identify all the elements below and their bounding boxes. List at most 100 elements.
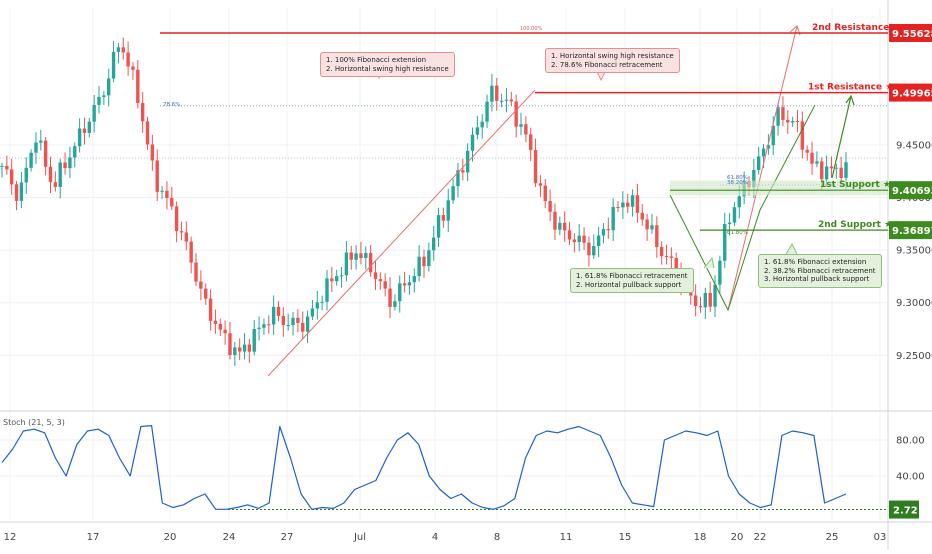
- arrow-head: [845, 94, 855, 106]
- candle-body: [407, 282, 412, 286]
- note-line: 2. 38.2% Fibonacci retracement: [764, 266, 876, 275]
- candle-body: [470, 134, 475, 151]
- candle-body: [87, 121, 92, 133]
- candle-body: [237, 347, 242, 352]
- candle-body: [121, 47, 125, 53]
- candle-body: [368, 252, 373, 273]
- candle-body: [495, 85, 499, 101]
- candle-body: [310, 308, 315, 317]
- candle-body: [364, 252, 368, 258]
- fib-label: 78.6%: [163, 102, 180, 108]
- candle-body: [655, 225, 659, 247]
- note-resistance-2: 1. 100% Fibonacci extension 2. Horizonta…: [320, 52, 455, 77]
- candle-body: [703, 292, 708, 308]
- candle-body: [776, 107, 780, 126]
- candle-body: [199, 281, 203, 289]
- time-tick-label: 11: [560, 532, 573, 543]
- candle-body: [165, 190, 169, 199]
- candle-body: [136, 69, 140, 104]
- candle-body: [732, 207, 737, 223]
- candle-body: [301, 322, 305, 332]
- candle-body: [204, 288, 208, 299]
- candle-body: [43, 140, 48, 167]
- candle-body: [596, 235, 601, 247]
- candle-body: [844, 162, 848, 179]
- candle-body: [650, 225, 654, 230]
- candle-body: [592, 246, 596, 256]
- candle-body: [252, 328, 256, 352]
- candle-body: [499, 100, 504, 102]
- candle-body: [436, 215, 441, 238]
- note-support-1: 1. 61.8% Fibonacci extension 2. 38.2% Fi…: [758, 254, 882, 288]
- candle-body: [718, 260, 722, 285]
- note-line: 2. Horizontal pullback support: [576, 280, 682, 289]
- fib-leg-line: [267, 89, 536, 377]
- candle-body: [281, 315, 286, 326]
- candle-body: [829, 166, 834, 169]
- fib-label: 61.80%: [727, 230, 748, 236]
- candle-body: [267, 324, 271, 326]
- level-price-tag: [889, 23, 932, 42]
- time-tick-label: 15: [619, 532, 632, 543]
- candle-body: [659, 246, 664, 257]
- note-resistance-1: 1. Horizontal swing high resistance 2. 7…: [545, 48, 680, 73]
- candle-body: [645, 219, 649, 230]
- candle-body: [533, 150, 538, 184]
- candle-body: [82, 128, 87, 133]
- candle-body: [242, 344, 247, 352]
- candle-body: [800, 121, 805, 150]
- candle-body: [490, 85, 494, 102]
- candle-body: [815, 161, 819, 164]
- price-tick-label: 9.25000: [896, 351, 932, 362]
- level-price-label: 9.40693: [892, 186, 932, 197]
- candle-body: [766, 145, 771, 149]
- candle-body: [349, 252, 353, 260]
- support-zone: [670, 180, 888, 196]
- stoch-tick-label: 40.00: [896, 472, 925, 483]
- candle-body: [621, 202, 625, 208]
- candle-body: [5, 165, 9, 170]
- candle-body: [451, 186, 455, 201]
- time-tick-label: 20: [731, 532, 744, 543]
- candle-body: [68, 157, 72, 169]
- time-tick-label: 22: [754, 532, 767, 543]
- candle-body: [140, 103, 145, 122]
- candle-body: [19, 182, 24, 201]
- candle-body: [189, 241, 193, 263]
- candle-body: [97, 96, 101, 105]
- candle-body: [305, 316, 310, 332]
- candle-body: [461, 170, 465, 173]
- candle-body: [296, 317, 300, 323]
- candle-body: [257, 327, 261, 329]
- candle-body: [626, 202, 630, 207]
- time-tick-label: Jul: [353, 532, 366, 543]
- candle-body: [669, 256, 674, 258]
- level-price-tag: [889, 221, 932, 240]
- candle-body: [0, 165, 4, 167]
- candle-body: [233, 347, 237, 356]
- level-label: 1st Resistance ★★: [808, 83, 901, 93]
- candle-body: [582, 235, 586, 243]
- candle-body: [795, 120, 800, 122]
- candle-body: [427, 250, 431, 267]
- time-tick-label: 03: [874, 532, 887, 543]
- candle-body: [577, 235, 581, 243]
- candle-body: [548, 201, 552, 212]
- candle-body: [509, 99, 514, 102]
- candle-body: [131, 66, 135, 70]
- time-tick-label: 17: [87, 532, 100, 543]
- candle-body: [412, 276, 416, 283]
- time-tick-label: 12: [4, 532, 17, 543]
- candle-body: [344, 252, 349, 276]
- note-line: 1. 100% Fibonacci extension: [326, 56, 427, 64]
- stoch-tick-label: 80.00: [896, 436, 925, 447]
- candle-body: [334, 276, 339, 282]
- candle-body: [155, 160, 159, 192]
- note-line: 2. Horizontal swing high resistance: [326, 64, 449, 73]
- fib-label: 38.20%: [727, 180, 748, 186]
- price-tick-label: 9.35000: [896, 246, 932, 257]
- candle-body: [587, 242, 591, 256]
- candle-body: [786, 119, 790, 123]
- candle-body: [713, 284, 717, 307]
- time-tick-label: 24: [223, 532, 236, 543]
